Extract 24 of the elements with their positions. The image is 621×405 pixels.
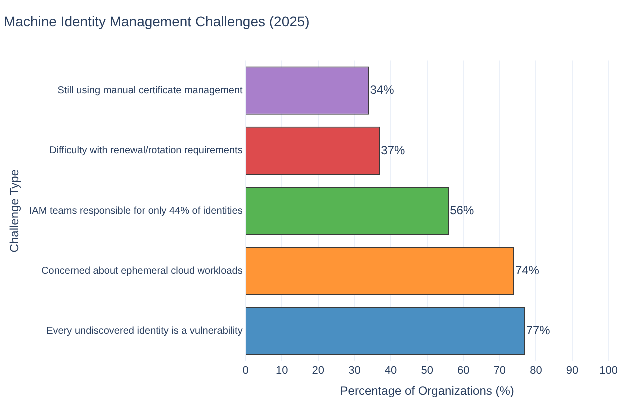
- x-tick-label: 60: [458, 365, 470, 378]
- data-label: 77%: [526, 324, 551, 338]
- data-label: 37%: [381, 143, 406, 158]
- x-tick-label: 0: [242, 365, 249, 378]
- data-label: 56%: [450, 203, 474, 218]
- x-tick-label: 70: [494, 365, 506, 378]
- chart-title: Machine Identity Management Challenges (2025): [4, 13, 310, 30]
- x-axis-title: Percentage of Organizations (%): [340, 384, 514, 398]
- x-tick-label: 40: [384, 365, 398, 378]
- x-tick-label: 100: [600, 365, 618, 378]
- y-tick-label: Every undiscovered identity is a vulnerability: [46, 326, 243, 338]
- data-label: 74%: [515, 264, 540, 278]
- y-tick-label: Still using manual certificate management: [58, 86, 244, 97]
- y-tick-label: Concerned about ephemeral cloud workloads: [42, 266, 243, 277]
- x-tick-label: 20: [312, 365, 325, 378]
- y-axis-title: Challenge Type: [8, 169, 22, 253]
- data-label: 34%: [370, 83, 395, 98]
- y-tick-label: Difficulty with renewal/rotation requirements: [50, 146, 243, 157]
- x-tick-label: 30: [348, 365, 361, 378]
- y-tick-label: IAM teams responsible for only 44% of identities: [29, 206, 243, 217]
- x-tick-label: 10: [276, 365, 288, 378]
- x-tick-label: 90: [566, 365, 579, 378]
- x-tick-label: 80: [530, 365, 542, 378]
- x-tick-label: 50: [421, 365, 434, 378]
